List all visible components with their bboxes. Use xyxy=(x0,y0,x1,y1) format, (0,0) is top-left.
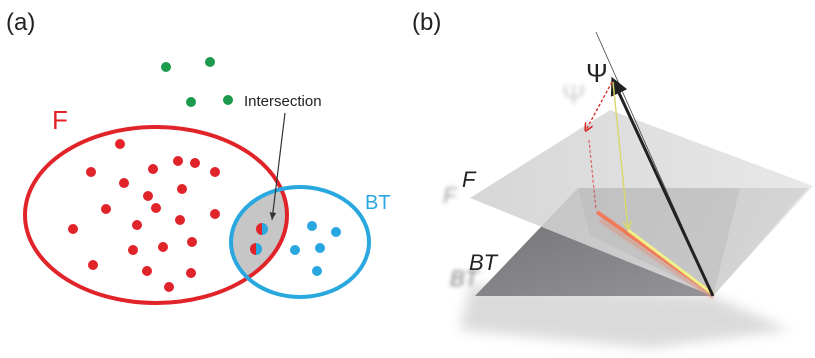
intersection-point xyxy=(250,243,262,255)
bt-point xyxy=(290,245,300,255)
bt-point xyxy=(312,266,322,276)
bt-points xyxy=(290,221,341,276)
set-bt-ellipse xyxy=(229,185,371,299)
panel-a: (a) F BT Intersection xyxy=(6,9,391,305)
f-point xyxy=(86,167,96,177)
psi-shadow-label: Ψ xyxy=(562,79,585,110)
plane-shadow xyxy=(460,285,790,348)
f-point xyxy=(210,209,220,219)
outside-point xyxy=(223,95,233,105)
f-point xyxy=(151,203,161,213)
f-point xyxy=(143,191,153,201)
set-bt-label: BT xyxy=(365,192,391,214)
projection-bt-shadow xyxy=(599,218,714,300)
bt-point xyxy=(315,243,325,253)
dashed-to-bt xyxy=(588,139,597,211)
projection-f xyxy=(627,228,714,296)
intersection-points xyxy=(250,223,268,255)
plane-f-label: F xyxy=(462,167,477,192)
f-point xyxy=(88,260,98,270)
f-point xyxy=(173,156,183,166)
f-point xyxy=(148,164,158,174)
plane-bt-shadow-label: BT xyxy=(450,266,480,291)
f-point xyxy=(68,224,78,234)
f-point xyxy=(128,245,138,255)
f-point xyxy=(132,220,142,230)
f-point xyxy=(119,178,129,188)
f-point xyxy=(142,266,152,276)
outside-points xyxy=(161,57,233,107)
f-point xyxy=(210,167,220,177)
plane-bt-label: BT xyxy=(469,250,499,275)
plane-f xyxy=(470,110,813,296)
f-point xyxy=(187,237,197,247)
outside-point xyxy=(186,97,196,107)
outside-point xyxy=(161,62,171,72)
f-points xyxy=(68,139,220,292)
psi-to-f-line xyxy=(612,81,628,228)
psi-vector xyxy=(610,76,715,297)
bt-point xyxy=(331,227,341,237)
intersection-point xyxy=(256,223,268,235)
set-f-label: F xyxy=(52,105,68,135)
psi-label: Ψ xyxy=(586,58,608,88)
f-point xyxy=(158,242,168,252)
f-point xyxy=(177,184,187,194)
panel-b: (b) Ψ Ψ F F BT BT xyxy=(412,9,813,348)
f-point xyxy=(115,139,125,149)
dashed-to-f xyxy=(586,81,613,130)
intersection-label: Intersection xyxy=(244,93,322,110)
outside-point xyxy=(205,57,215,67)
f-point xyxy=(175,215,185,225)
f-point xyxy=(101,204,111,214)
f-point xyxy=(190,158,200,168)
f-point xyxy=(164,282,174,292)
panel-b-label: (b) xyxy=(412,9,441,36)
set-f-ellipse xyxy=(23,125,289,305)
f-point xyxy=(186,268,196,278)
panel-a-label: (a) xyxy=(6,9,35,36)
intersection-pointer-arrow xyxy=(269,112,286,221)
bt-point xyxy=(307,221,317,231)
plane-f-shadow-label: F xyxy=(443,183,458,208)
